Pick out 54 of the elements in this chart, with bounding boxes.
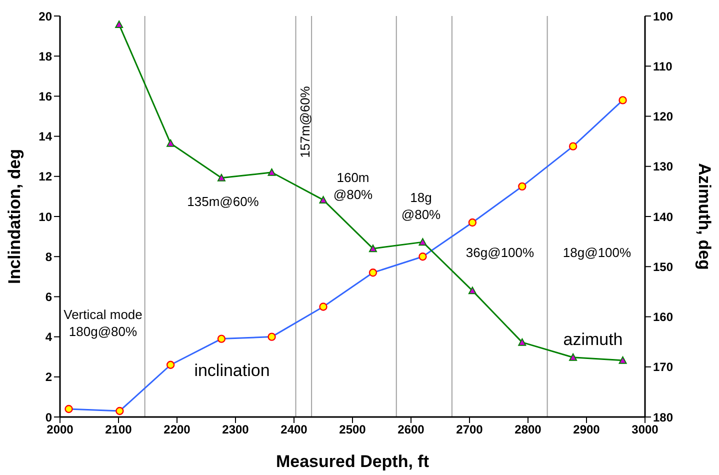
point	[418, 238, 427, 246]
series-label: inclination	[194, 361, 270, 381]
annotation: 18g @80%	[401, 189, 441, 223]
y2-tick-label: 110	[653, 59, 673, 74]
annotation: 157m@60%	[296, 86, 314, 158]
x-axis-title: Measured Depth, ft	[276, 452, 430, 471]
point	[518, 338, 526, 346]
point	[319, 196, 328, 204]
x-tick-label: 2100	[105, 422, 132, 437]
annotation: 36g@100%	[466, 244, 534, 261]
y2-tick-label: 100	[653, 9, 674, 24]
y2-tick-label: 170	[653, 360, 674, 374]
y-tick-label: 0	[45, 410, 52, 424]
y-tick-label: 16	[38, 89, 52, 104]
point	[166, 139, 175, 147]
y-tick-label: 18	[38, 49, 52, 64]
y-tick-label: 6	[45, 290, 52, 304]
annotation: 160m @80%	[333, 169, 373, 203]
point	[468, 286, 476, 294]
y-tick-label: 2	[45, 370, 52, 384]
point	[368, 244, 377, 252]
point	[115, 20, 124, 28]
y-tick-label: 4	[45, 330, 52, 344]
y-tick-label: 8	[45, 250, 52, 264]
point	[268, 168, 276, 176]
y2-tick-label: 150	[653, 260, 674, 274]
y-tick-label: 12	[38, 170, 52, 184]
x-tick-label: 2800	[514, 422, 542, 437]
y2-tick-label: 140	[653, 210, 674, 224]
y2-tick-label: 130	[653, 160, 674, 174]
x-tick-label: 2500	[339, 422, 366, 437]
y-tick-label: 10	[38, 210, 52, 224]
y-tick-label: 20	[38, 9, 52, 24]
y2-axis-title: Azimuth, deg	[694, 163, 714, 270]
point	[217, 174, 226, 182]
x-tick-label: 2000	[46, 422, 74, 437]
x-tick-label: 2700	[456, 422, 484, 437]
annotation: Vertical mode 180g@80%	[64, 306, 142, 340]
y2-tick-label: 120	[653, 110, 674, 124]
y2-tick-label: 160	[653, 310, 674, 324]
y-axis-title: Inclindation, deg	[5, 148, 24, 284]
x-tick-label: 2200	[164, 422, 191, 437]
y-tick-label: 14	[38, 130, 52, 144]
x-tick-label: 2600	[398, 422, 425, 437]
annotation: 18g@100%	[562, 244, 632, 261]
point	[569, 353, 578, 361]
y2-tick-label: 180	[653, 410, 674, 424]
series-label: azimuth	[563, 330, 623, 350]
annotation: 135m@60%	[187, 193, 259, 210]
point	[618, 356, 627, 364]
x-tick-label: 2400	[280, 422, 308, 437]
x-tick-label: 2900	[573, 422, 600, 437]
x-tick-label: 3000	[632, 422, 659, 437]
x-tick-label: 2300	[222, 422, 250, 437]
